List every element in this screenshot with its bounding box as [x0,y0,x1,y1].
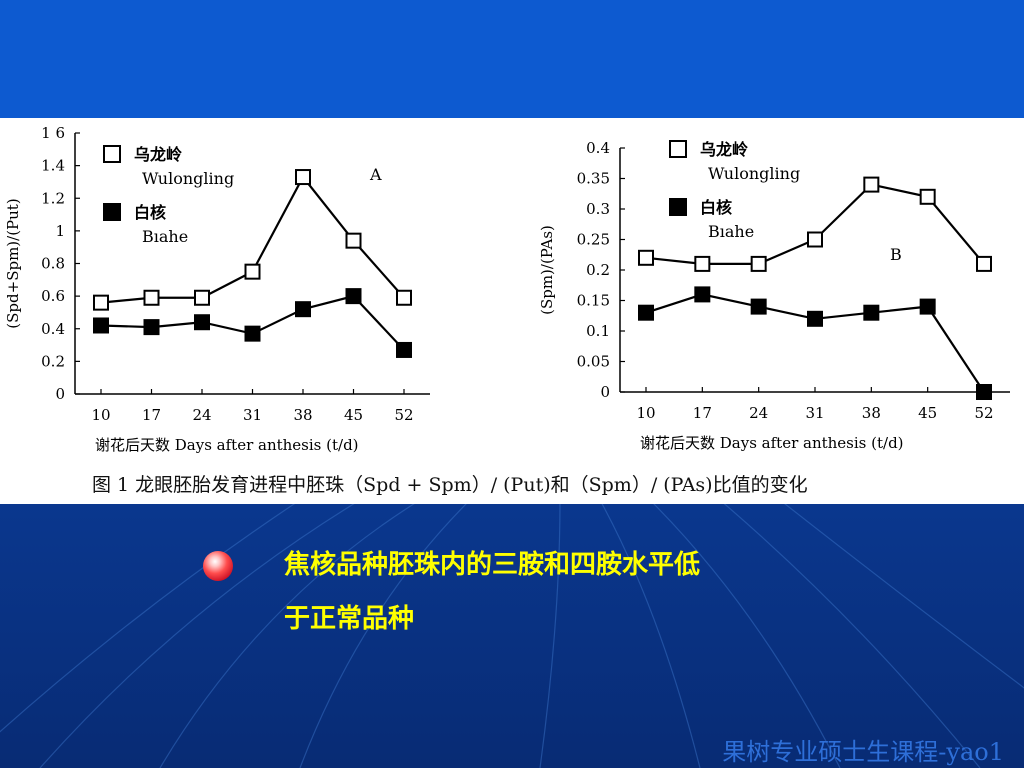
x-tick-label: 24 [192,406,211,424]
legend-marker [103,145,121,163]
x-tick-label: 38 [293,406,312,424]
legend-label-en: Bıahe [142,227,188,246]
data-point [143,289,160,306]
y-tick-label: 0.6 [41,287,65,305]
legend-label: 白核 [700,198,732,217]
x-tick-label: 45 [918,404,937,422]
data-point [396,341,412,358]
data-point [863,176,880,193]
data-point [807,310,823,327]
data-point [93,294,109,311]
data-point [919,298,936,315]
x-tick-label: 24 [749,404,768,422]
title-band [0,0,1024,118]
footer-text: 果树专业硕士生课程-yao1 [722,738,1004,766]
y-tick-label: 0.3 [586,200,610,218]
x-tick-label: 10 [636,404,655,422]
data-point [694,286,711,303]
y-tick-label: 0.15 [577,292,610,310]
legend-label-en: Wulongling [708,164,800,183]
data-point [863,304,880,321]
y-axis-label: (Spd+Spm)/(Put) [4,198,22,328]
chart-panel-B: 0 0.05 0.1 0.15 0.2 0.25 0.3 0.35 0.4 10 17 24 31 38 4… [538,139,1010,452]
data-point [345,232,362,249]
y-tick-label: 1 6 [41,124,65,142]
legend-marker [669,198,687,216]
y-tick-label: 1.4 [41,157,65,175]
y-tick-label: 0.4 [586,139,610,157]
data-point [295,169,311,186]
data-point [638,304,654,321]
x-tick-label: 31 [805,404,824,422]
data-point [919,188,936,205]
y-axis-label: (Spm)/(PAs) [538,225,556,315]
data-point [396,289,412,306]
y-tick-label: 0.2 [586,261,610,279]
y-tick-label: 0.8 [41,255,65,273]
y-tick-label: 0 [600,383,610,401]
data-point [295,301,311,318]
bullet-line-1: 焦核品种胚珠内的三胺和四胺水平低 [284,550,701,580]
x-axis-label: 谢花后天数 Days after anthesis (t/d) [640,434,904,452]
data-point [694,255,711,272]
data-point [143,319,160,336]
data-point [93,317,109,334]
x-tick-label: 38 [862,404,881,422]
x-tick-label: 17 [142,406,161,424]
legend-label: 乌龙岭 [700,140,748,159]
legend-marker [103,203,121,221]
y-tick-label: 0 [55,385,65,403]
legend-label: 乌龙岭 [134,145,182,164]
data-point [194,314,210,331]
legend-label: 白核 [134,203,166,222]
figure: 0 0.2 0.4 0.6 0.8 1 1.2 1.4 1 6 10 17 24 31 38 45 52 (Sp… [4,124,1010,454]
y-tick-label: 0.4 [41,320,65,338]
legend-marker [669,140,687,158]
chart-panel-A: 0 0.2 0.4 0.6 0.8 1 1.2 1.4 1 6 10 17 24 31 38 45 52 (Sp… [4,124,430,454]
x-tick-label: 52 [974,404,993,422]
x-tick-label: 17 [693,404,712,422]
x-tick-label: 31 [243,406,262,424]
y-tick-label: 0.1 [586,322,610,340]
data-point [750,255,767,272]
legend-label-en: Wulongling [142,169,234,188]
data-point [345,288,362,305]
y-tick-label: 0.05 [577,353,610,371]
background-arc-lines [0,500,1024,768]
legend-label-en: Bıahe [708,222,754,241]
figure-panel: 0 0.2 0.4 0.6 0.8 1 1.2 1.4 1 6 10 17 24 31 38 45 52 (Sp… [0,118,1024,504]
data-point [976,384,992,400]
data-point [638,249,654,266]
x-tick-label: 52 [394,406,413,424]
y-tick-label: 0.2 [41,352,65,370]
panel-label: A [369,165,382,184]
x-tick-label: 45 [344,406,363,424]
bullet-line-2: 于正常品种 [284,604,415,634]
data-point [244,325,261,342]
data-point [194,289,210,306]
y-tick-label: 1.2 [41,189,65,207]
bullet-icon [203,551,233,581]
panel-label: B [890,245,902,264]
data-point [976,255,992,272]
data-point [244,263,261,280]
x-tick-label: 10 [91,406,110,424]
y-tick-label: 1 [55,222,65,240]
data-point [807,231,823,248]
y-tick-label: 0.35 [577,170,610,188]
data-point [750,298,767,315]
y-tick-label: 0.25 [577,231,610,249]
figure-caption: 图 1 龙眼胚胎发育进程中胚珠（Spd + Spm）/ (Put)和（Spm）/… [92,474,808,496]
x-axis-label: 谢花后天数 Days after anthesis (t/d) [95,436,359,454]
bullet-text: 焦核品种胚珠内的三胺和四胺水平低 于正常品种 [284,538,864,646]
